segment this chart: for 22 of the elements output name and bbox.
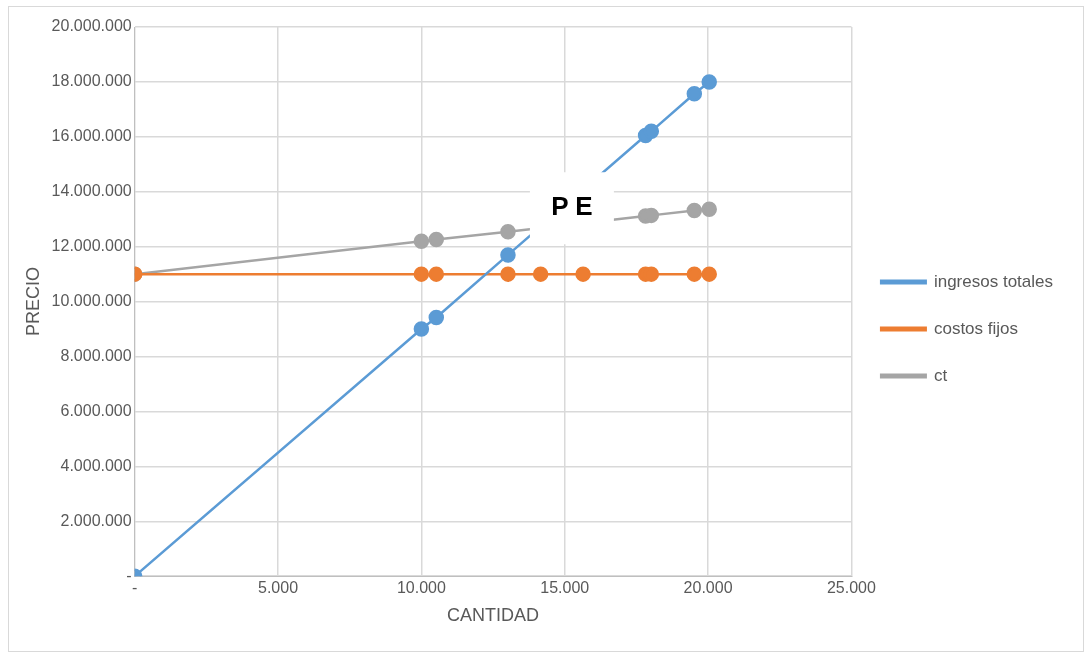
- y-tick-label: 12.000.000: [51, 237, 132, 255]
- y-tick-label: 10.000.000: [51, 292, 132, 310]
- y-tick-label: 8.000.000: [60, 346, 132, 364]
- legend-label: costos fijos: [933, 318, 1019, 338]
- x-axis-title: CANTIDAD: [447, 605, 540, 626]
- y-tick-label: 18.000.000: [51, 72, 132, 90]
- x-tick-label: 5.000: [258, 579, 299, 597]
- y-tick-label: 6.000.000: [60, 401, 132, 419]
- y-tick-label: -: [126, 566, 132, 584]
- y-tick-label: 2.000.000: [60, 511, 132, 529]
- x-tick-label: 10.000: [396, 579, 446, 597]
- legend-label: ct: [933, 365, 948, 385]
- y-tick-label: 4.000.000: [60, 456, 132, 474]
- y-tick-label: 16.000.000: [51, 127, 132, 145]
- x-tick-label: 25.000: [826, 579, 876, 597]
- x-tick-label: 15.000: [540, 579, 590, 597]
- y-axis-title: PRECIO: [22, 267, 43, 337]
- y-tick-label: 14.000.000: [51, 182, 132, 200]
- legend-label: ingresos totales: [933, 271, 1054, 291]
- annotation: P E: [551, 191, 593, 222]
- y-tick-label: 20.000.000: [51, 17, 132, 35]
- x-tick-label: 20.000: [683, 579, 733, 597]
